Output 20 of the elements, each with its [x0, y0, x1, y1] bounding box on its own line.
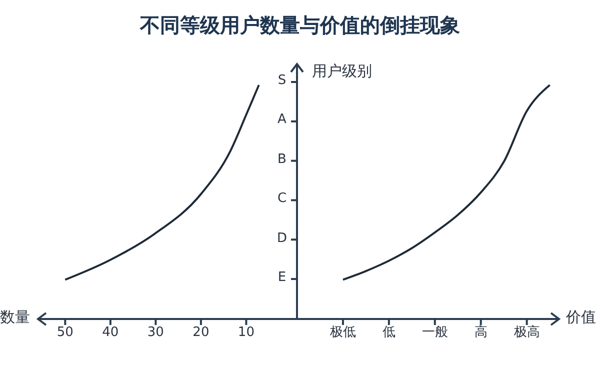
- x-tick-label: 一般: [422, 325, 448, 340]
- x-axis-title: 价值: [566, 308, 596, 327]
- annotation: C: [276, 191, 288, 206]
- x-tick-label: 10: [238, 325, 254, 340]
- x-tick-label: 低: [382, 325, 396, 340]
- annotation: B: [276, 152, 288, 167]
- x-tick-label: 高: [474, 324, 488, 340]
- x-tick-label: 极高: [512, 324, 540, 340]
- x-tick-label: 40: [102, 325, 119, 340]
- x-axis-title: 数量: [0, 308, 30, 327]
- annotation: A: [276, 112, 288, 128]
- x-tick-label: 50: [56, 325, 74, 340]
- x-tick-label: 极低: [328, 325, 356, 340]
- y-axis-title: 用户级别: [312, 62, 372, 81]
- chart-title: 不同等级用户数量与价值的倒挂现象: [138, 12, 461, 39]
- annotation: D: [276, 230, 288, 246]
- annotation: S: [276, 73, 288, 88]
- x-tick-label: 30: [147, 325, 164, 340]
- annotation: E: [276, 270, 288, 285]
- x-tick-label: 20: [192, 325, 210, 340]
